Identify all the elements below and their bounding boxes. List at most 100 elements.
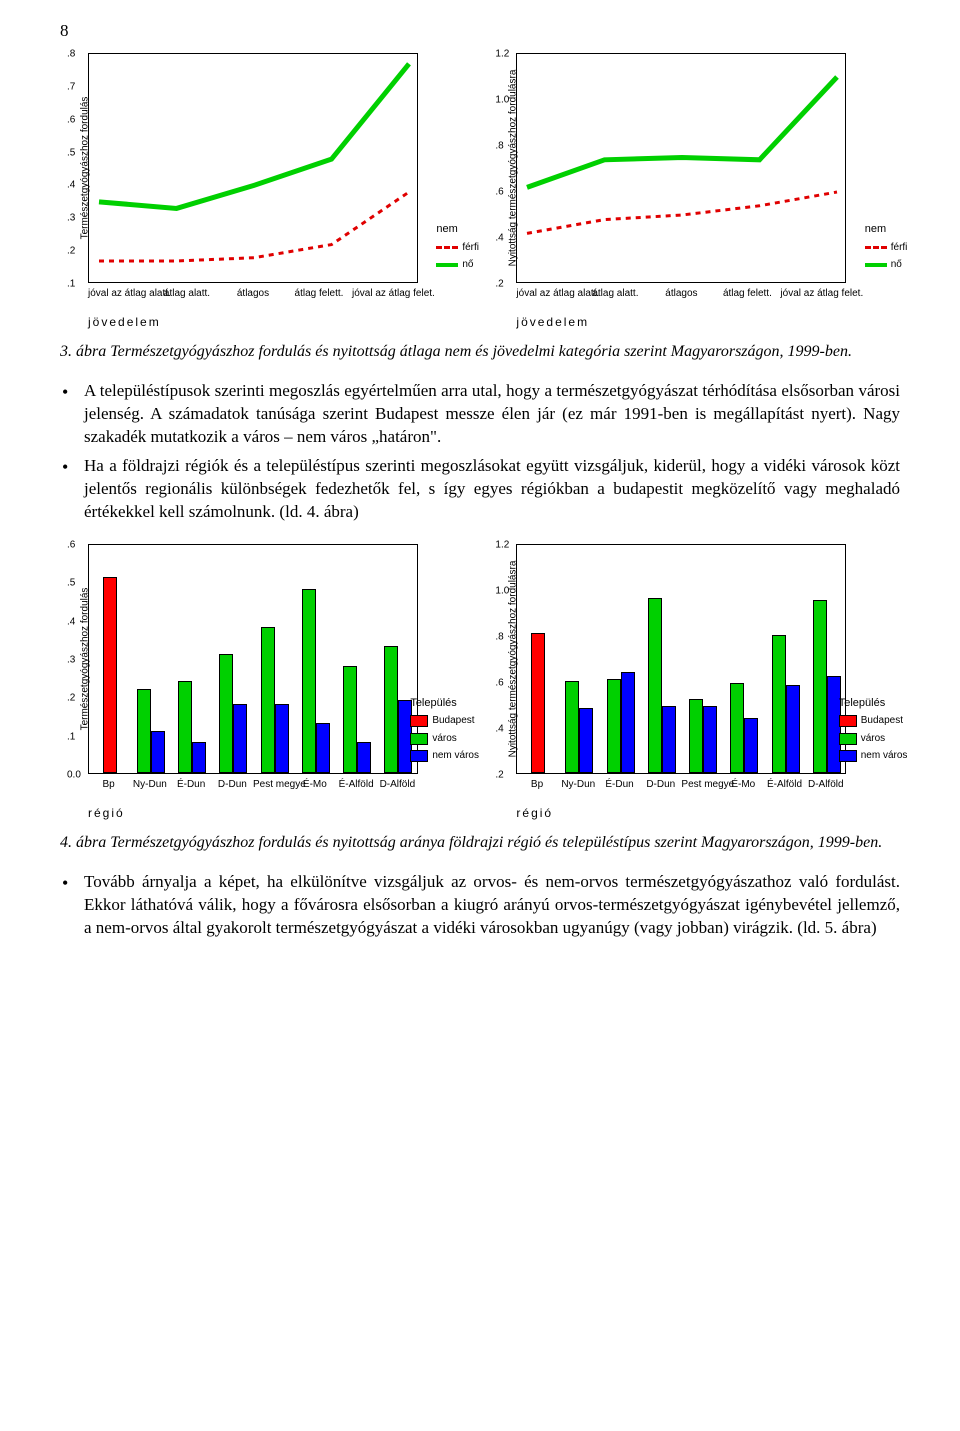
- legend-label: város: [432, 732, 456, 746]
- x-category-label: É-Alföld: [336, 778, 377, 792]
- x-category-label: átlagos: [648, 287, 714, 301]
- chart-bar: [786, 685, 800, 772]
- x-category-label: Pest megye: [681, 778, 722, 792]
- x-category-label: jóval az átlag felet.: [780, 287, 846, 301]
- chart-series-line: [99, 192, 409, 261]
- y-tick-label: .2: [495, 768, 503, 782]
- chart-bar: [662, 706, 676, 773]
- y-tick-label: .8: [495, 139, 503, 153]
- chart-legend: nem férfi nő: [436, 222, 479, 276]
- legend-swatch: [839, 715, 857, 727]
- legend-title: nem: [865, 222, 908, 237]
- bullet-list-1: A településtípusok szerinti megoszlás eg…: [60, 380, 900, 524]
- y-tick-label: .4: [67, 179, 75, 193]
- chart-bar: [316, 723, 330, 773]
- y-tick-label: .6: [67, 113, 75, 127]
- chart-legend: TelepülésBudapestvárosnem város: [410, 696, 479, 767]
- chart-bar: [813, 600, 827, 773]
- legend-title: nem: [436, 222, 479, 237]
- legend-swatch: [436, 246, 458, 249]
- legend-item: nem város: [839, 749, 908, 763]
- chart-bar: [565, 681, 579, 773]
- legend-swatch: [436, 263, 458, 267]
- y-tick-label: .4: [67, 615, 75, 629]
- x-category-label: átlagos: [220, 287, 286, 301]
- x-category-label: D-Dun: [212, 778, 253, 792]
- legend-swatch: [410, 750, 428, 762]
- y-tick-label: .4: [495, 231, 503, 245]
- x-category-label: átlag alatt.: [154, 287, 220, 301]
- chart-bar: [275, 704, 289, 773]
- bullet-item: Tovább árnyalja a képet, ha elkülönítve …: [84, 871, 900, 940]
- y-tick-label: .7: [67, 80, 75, 94]
- chart-bar: [531, 633, 545, 773]
- x-category-label: D-Alföld: [377, 778, 418, 792]
- legend-item: város: [410, 732, 479, 746]
- chart-legend: Település Budapest város nem város: [839, 696, 908, 767]
- x-category-label: jóval az átlag alatt.: [516, 287, 582, 301]
- y-tick-label: .8: [495, 630, 503, 644]
- chart-bar: [233, 704, 247, 773]
- chart-bar: [219, 654, 233, 773]
- chart-bar: [648, 598, 662, 773]
- x-category-label: É-Dun: [599, 778, 640, 792]
- legend-label: nő: [891, 258, 902, 272]
- chart-bar: [103, 577, 117, 773]
- y-tick-label: .5: [67, 146, 75, 160]
- x-category-label: D-Dun: [640, 778, 681, 792]
- legend-swatch: [839, 733, 857, 745]
- y-tick-label: .2: [67, 244, 75, 258]
- legend-item: Budapest: [839, 714, 908, 728]
- chart-bar: [178, 681, 192, 773]
- legend-item: nem város: [410, 749, 479, 763]
- legend-label: nem város: [861, 749, 908, 763]
- y-tick-label: 1.0: [495, 93, 509, 107]
- y-tick-label: .6: [495, 185, 503, 199]
- chart-bar: [357, 742, 371, 773]
- chart-bar: [343, 666, 357, 773]
- chart-series-line: [527, 77, 837, 187]
- x-category-label: Ny-Dun: [129, 778, 170, 792]
- legend-label: férfi: [462, 241, 479, 255]
- y-tick-label: 1.0: [495, 584, 509, 598]
- y-tick-label: .1: [67, 277, 75, 291]
- x-category-label: É-Dun: [171, 778, 212, 792]
- chart-bar: [579, 708, 593, 772]
- legend-label: Budapest: [432, 714, 474, 728]
- page-number: 8: [60, 20, 900, 43]
- x-axis-title: régió: [88, 805, 418, 821]
- legend-label: város: [861, 732, 885, 746]
- chart-bar: [689, 699, 703, 773]
- y-tick-label: 1.2: [495, 47, 509, 61]
- legend-swatch: [410, 715, 428, 727]
- x-category-label: jóval az átlag alatt.: [88, 287, 154, 301]
- legend-item: nő: [436, 258, 479, 272]
- legend-title: Település: [839, 696, 908, 711]
- chart-bar: [744, 718, 758, 773]
- legend-item: Budapest: [410, 714, 479, 728]
- chart-bar: [192, 742, 206, 773]
- x-category-label: É-Mo: [294, 778, 335, 792]
- chart-row-1: Természetgyógyászhoz fordulás.1.2.3.4.5.…: [60, 53, 900, 331]
- legend-item: férfi: [865, 241, 908, 255]
- x-category-label: É-Alföld: [764, 778, 805, 792]
- y-axis-label: Természetgyógyászhoz fordulás: [78, 587, 92, 730]
- x-category-label: Ny-Dun: [558, 778, 599, 792]
- chart-bar: [730, 683, 744, 773]
- chart-1: Természetgyógyászhoz fordulás.1.2.3.4.5.…: [60, 53, 472, 331]
- chart-bar: [151, 731, 165, 773]
- x-category-label: D-Alföld: [805, 778, 846, 792]
- y-tick-label: .3: [67, 211, 75, 225]
- x-axis-title: jövedelem: [516, 314, 846, 330]
- legend-swatch: [410, 733, 428, 745]
- chart-4: Nyitottság természetgyógyászhoz fordulás…: [488, 544, 900, 822]
- x-category-label: átlag felett.: [714, 287, 780, 301]
- chart-bar: [261, 627, 275, 773]
- x-category-label: átlag alatt.: [582, 287, 648, 301]
- chart-series-line: [527, 192, 837, 233]
- bullet-list-2: Tovább árnyalja a képet, ha elkülönítve …: [60, 871, 900, 940]
- chart-bar: [703, 706, 717, 773]
- caption-fig4: 4. ábra Természetgyógyászhoz fordulás és…: [60, 832, 900, 854]
- chart-3: Természetgyógyászhoz fordulás0.0.1.2.3.4…: [60, 544, 472, 822]
- y-tick-label: .2: [67, 691, 75, 705]
